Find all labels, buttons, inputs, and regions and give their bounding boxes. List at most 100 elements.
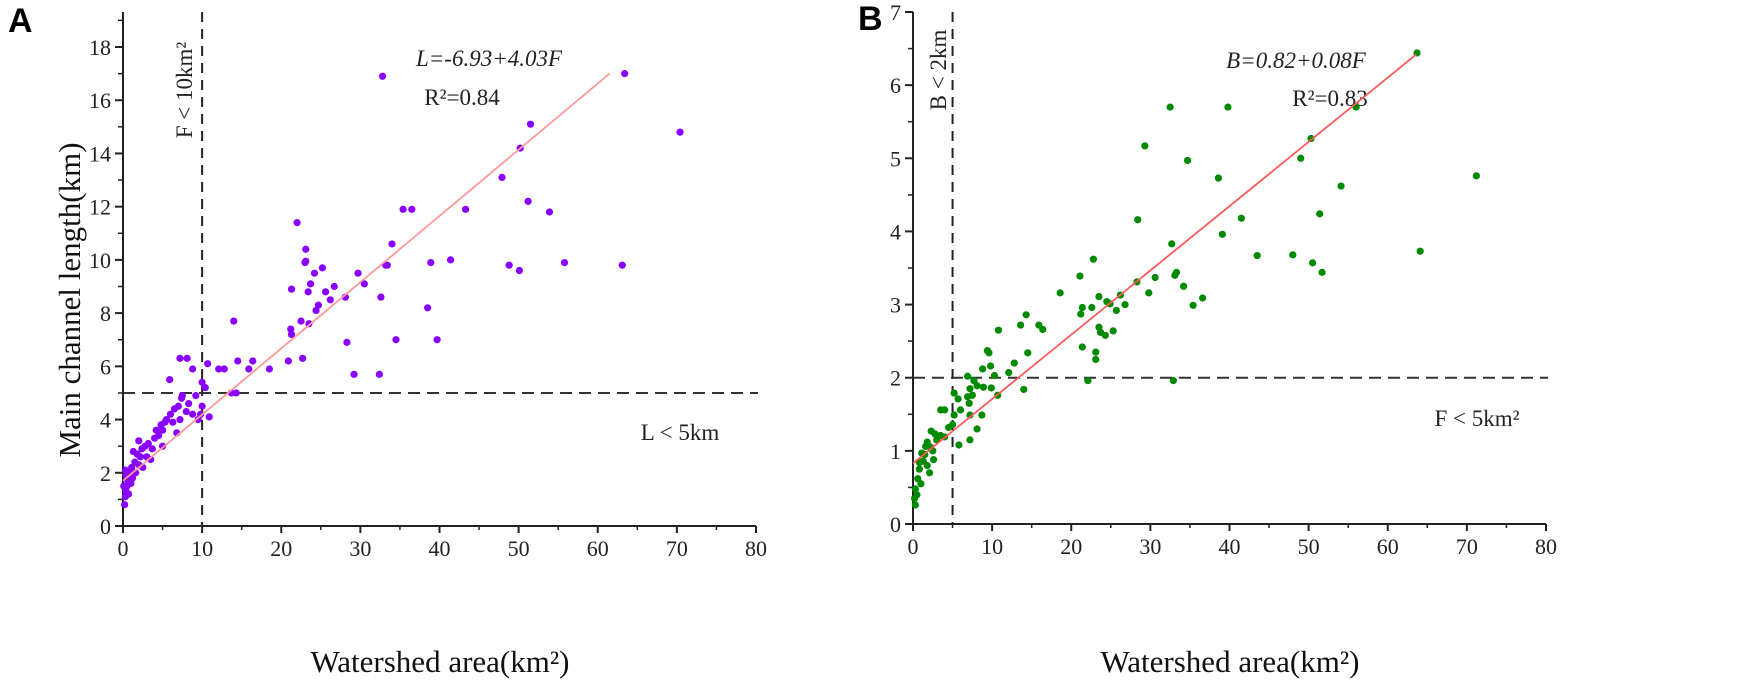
data-point [284, 357, 292, 365]
y-tick-label: 6 [890, 73, 901, 98]
data-point [1088, 303, 1096, 312]
data-point [287, 285, 296, 293]
data-point [1180, 282, 1188, 290]
data-point [162, 415, 171, 424]
data-point [377, 293, 385, 301]
y-tick-label: 12 [89, 195, 111, 220]
data-point [1183, 156, 1192, 165]
data-point [1077, 310, 1085, 318]
data-point [545, 208, 554, 216]
data-point [1020, 385, 1028, 394]
data-point [560, 258, 569, 267]
data-point [1166, 103, 1174, 111]
data-point [176, 415, 184, 424]
x-tick-label: 20 [270, 536, 292, 561]
data-point [968, 391, 976, 399]
data-point [192, 392, 200, 400]
data-point [978, 411, 986, 419]
data-point [1318, 268, 1326, 276]
data-point [1253, 251, 1261, 260]
y-tick-label: 10 [89, 248, 111, 273]
data-point [1024, 349, 1032, 357]
data-point [966, 385, 974, 393]
data-point [158, 426, 167, 434]
r-squared-a: R²=0.84 [424, 85, 500, 110]
data-point [350, 370, 358, 378]
data-point [973, 382, 981, 390]
data-point [1092, 355, 1100, 364]
data-point [911, 485, 919, 493]
data-point [462, 205, 470, 213]
data-point [1078, 343, 1086, 351]
data-point [929, 456, 938, 464]
data-point [1297, 154, 1305, 162]
x-tick-label: 30 [1139, 534, 1161, 559]
data-point [966, 411, 974, 419]
data-point [926, 469, 934, 477]
data-point [954, 395, 962, 403]
x-tick-label: 70 [666, 536, 688, 561]
panel-label-b: B [858, 0, 883, 38]
data-point [1224, 103, 1232, 111]
data-point [189, 410, 197, 418]
data-point [360, 280, 368, 288]
data-point [174, 402, 182, 410]
data-point [330, 282, 338, 291]
data-point [913, 491, 921, 499]
data-point [408, 205, 416, 213]
data-point [176, 354, 184, 362]
data-point [388, 240, 396, 248]
data-point [1289, 251, 1297, 259]
x-tick-label: 30 [349, 536, 371, 561]
regression-line [912, 53, 1417, 464]
data-point [121, 466, 129, 474]
data-point [155, 431, 163, 440]
y-tick-label: 7 [890, 0, 901, 25]
data-point [1089, 255, 1098, 263]
data-point [204, 360, 212, 368]
data-point [1169, 377, 1177, 385]
y-tick-label: 4 [890, 219, 901, 244]
data-point [1109, 327, 1117, 335]
data-point [287, 325, 295, 333]
y-tick-label: 3 [890, 293, 901, 318]
y-tick-label: 6 [100, 354, 111, 379]
data-point [973, 425, 981, 433]
data-point [433, 336, 441, 344]
data-point [1308, 259, 1317, 267]
x-tick-label: 0 [118, 536, 129, 561]
data-point [194, 415, 202, 424]
data-point [1151, 273, 1159, 282]
data-point [1121, 300, 1129, 309]
data-point [1095, 292, 1103, 301]
x-tick-label: 10 [981, 534, 1003, 559]
data-point [955, 441, 963, 449]
data-point [1056, 289, 1064, 297]
data-point [120, 482, 128, 490]
data-point [1112, 306, 1120, 315]
data-point [189, 365, 197, 373]
data-point [1168, 240, 1176, 248]
regression-equation-b: B=0.82+0.08F [1226, 48, 1367, 73]
data-point [129, 447, 137, 456]
data-point [505, 261, 513, 269]
data-point [198, 402, 206, 410]
data-point [524, 197, 532, 205]
x-tick-label: 60 [1377, 534, 1399, 559]
data-point [1198, 294, 1207, 302]
data-point [950, 389, 958, 397]
data-point [965, 399, 973, 407]
data-point [446, 256, 455, 264]
y-tick-label: 5 [890, 146, 901, 171]
data-point [985, 349, 993, 357]
data-point [302, 257, 310, 265]
data-point [911, 501, 919, 509]
data-point [293, 219, 301, 227]
data-point [287, 330, 296, 338]
data-point [1084, 377, 1092, 385]
data-point [144, 439, 152, 448]
regression-line [122, 72, 611, 482]
data-point [343, 338, 351, 346]
data-point [128, 463, 136, 472]
